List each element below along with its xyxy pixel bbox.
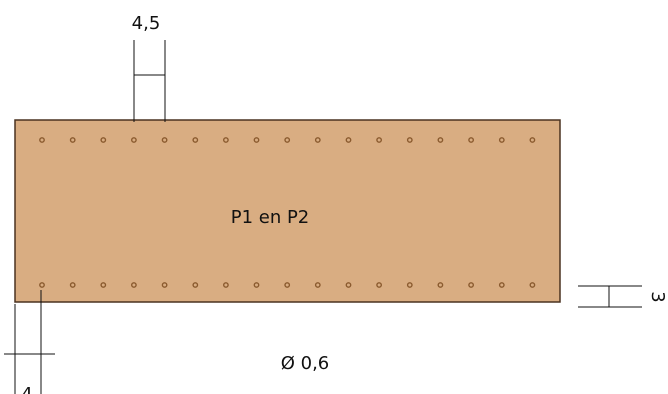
hole-marker [314, 137, 321, 143]
hole-marker [498, 137, 505, 143]
hole-marker [406, 282, 413, 288]
hole-marker [529, 137, 536, 143]
hole-marker [437, 282, 444, 288]
hole-marker [253, 137, 260, 143]
hole-marker [376, 282, 382, 288]
hole-marker [192, 282, 199, 288]
hole-marker [468, 282, 474, 288]
hole-row-top [39, 137, 536, 143]
hole-marker [69, 137, 76, 143]
hole-marker [130, 137, 137, 143]
hole-marker [406, 137, 413, 143]
hole-marker [222, 282, 229, 288]
hole-marker [161, 282, 168, 288]
hole-marker [284, 282, 291, 288]
left-offset-label: 4 [21, 384, 32, 394]
hole-marker [39, 282, 45, 288]
hole-marker [69, 282, 76, 288]
hole-marker [100, 137, 107, 143]
hole-marker [284, 137, 291, 143]
hole-marker [39, 137, 45, 143]
hole-marker [314, 282, 321, 288]
panel-label: P1 en P2 [231, 207, 310, 228]
hole-marker [100, 282, 107, 288]
hole-marker [161, 137, 168, 143]
hole-marker [345, 137, 352, 143]
hole-marker [437, 137, 444, 143]
hole-marker [498, 282, 505, 288]
panel-rectangle [14, 119, 561, 303]
hole-marker [345, 282, 352, 288]
hole-marker [376, 137, 382, 143]
hole-marker [192, 137, 199, 143]
edge-distance-dimension [578, 285, 642, 308]
hole-diameter-label: Ø 0,6 [281, 353, 330, 374]
hole-marker [253, 282, 260, 288]
spacing-dimension [133, 40, 166, 122]
hole-marker [468, 137, 474, 143]
edge-distance-label: 3 [647, 291, 668, 302]
left-offset-dimension [4, 290, 55, 394]
hole-marker [222, 137, 229, 143]
spacing-dimension-label: 4,5 [132, 13, 161, 34]
hole-marker [529, 282, 536, 288]
hole-marker [130, 282, 137, 288]
hole-row-bottom [39, 282, 536, 288]
